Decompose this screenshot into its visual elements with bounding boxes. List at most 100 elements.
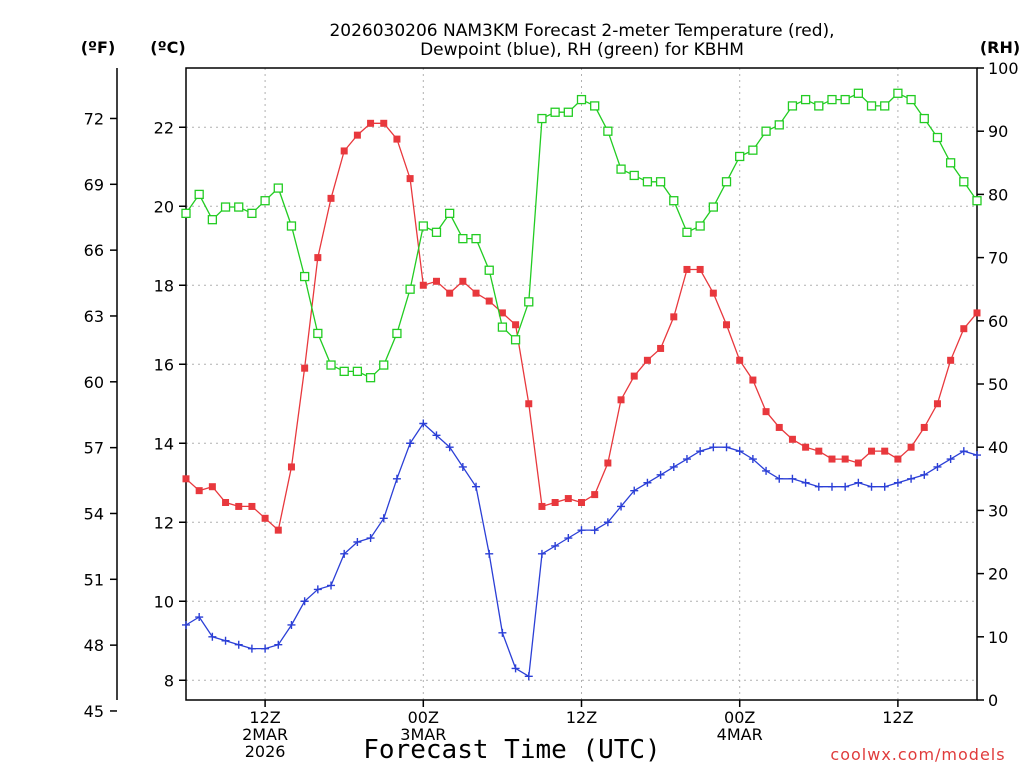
dewpoint-point [946,455,955,464]
dewpoint-point [630,486,639,495]
x-tick-label: 2026 [245,742,286,761]
temperature-point [643,356,651,364]
rh-point [853,88,863,98]
rh-point [906,94,916,105]
temperature-point [762,408,770,416]
temperature-point [538,502,546,510]
rh-tick-label: 100 [988,59,1019,78]
dewpoint-point [893,478,902,487]
temperature-point [301,364,309,372]
celsius-tick-label: 12 [154,513,174,532]
chart-title: 2026030206 NAM3KM Forecast 2-meter Tempe… [329,21,834,60]
temperature-point [947,356,955,364]
fahrenheit-tick-label: 72 [84,109,104,128]
dewpoint-point [722,443,731,452]
dewpoint-point [261,644,270,653]
rh-point [445,208,455,219]
temperature-point [472,289,480,297]
celsius-ticks: 8 10 12 14 16 18 20 22 [154,118,186,690]
temperature-point [696,265,704,273]
temperature-point [498,309,506,317]
temperature-point [261,514,269,522]
dewpoint-point [432,431,441,440]
rh-point [695,221,705,231]
unit-label-celsius: (ºC) [150,38,185,57]
temperature-point [736,356,744,364]
x-axis-label: Forecast Time (UTC) [363,735,660,765]
rh-point [194,189,204,200]
fahrenheit-tick-label: 69 [84,175,104,194]
rh-point [919,113,929,124]
rh-point [471,233,481,244]
dewpoint-point [524,672,533,681]
dewpoint-point [340,549,349,558]
temperature-point [973,309,981,317]
rh-point [959,177,969,187]
rh-point [458,233,468,244]
fahrenheit-tick-label: 66 [84,241,104,260]
rh-point [774,120,784,130]
rh-tick-label: 0 [988,691,998,710]
dewpoint-point [775,474,784,483]
dewpoint-point [920,470,929,479]
dewpoint-point [221,636,230,645]
dewpoint-point [300,597,309,606]
rh-point [708,202,718,212]
temperature-point [327,194,335,202]
unit-label-fahrenheit: (ºF) [81,38,116,57]
dewpoint-point [682,455,691,464]
temperature-point [868,447,876,455]
dewpoint-point [313,585,322,594]
rh-point [313,328,323,339]
series-dewpoint [182,419,981,681]
dewpoint-point [379,514,388,523]
x-tick-label: 12Z [249,708,280,727]
dewpoint-point [392,474,401,483]
dewpoint-point [907,474,916,483]
rh-point [932,132,943,143]
temperature-point [775,423,783,431]
temperature-point [630,372,638,380]
temperature-point [933,400,941,408]
dewpoint-point [854,478,863,487]
dewpoint-point [458,462,467,471]
celsius-tick-label: 20 [154,197,174,216]
temperature-point [406,175,414,183]
temperature-point [604,459,612,467]
dewpoint-point [274,640,283,649]
temperature-point [182,475,190,483]
rh-point [590,101,600,111]
chart-title-line-1: 2026030206 NAM3KM Forecast 2-meter Tempe… [329,21,834,41]
dewpoint-point [234,640,243,649]
temperature-point [367,119,375,127]
rh-point [827,94,837,105]
dewpoint-point [656,470,665,479]
series-layer [181,88,982,681]
temperature-point [222,499,230,506]
dewpoint-point [195,613,204,622]
dewpoint-point [537,549,546,558]
temperature-point [195,487,203,495]
temperature-point [881,447,889,455]
temperature-point [709,289,717,297]
unit-label-rh: (RH) [980,38,1020,57]
dewpoint-point [406,439,415,448]
temperature-point [432,277,440,285]
rh-point [682,227,692,237]
temperature-point [657,344,665,352]
rh-point [299,271,310,282]
dewpoint-point [696,447,705,456]
rh-point [484,265,494,275]
temperature-point [723,321,731,329]
rh-point [735,151,745,162]
temperature-point [380,119,388,127]
rh-point [721,177,732,187]
rh-point [247,208,257,219]
temperature-point [591,491,599,499]
rh-point [972,196,982,206]
dewpoint-point [419,419,428,428]
temperature-point [353,131,361,139]
dewpoint-point [498,628,507,637]
rh-tick-label: 40 [988,438,1008,457]
